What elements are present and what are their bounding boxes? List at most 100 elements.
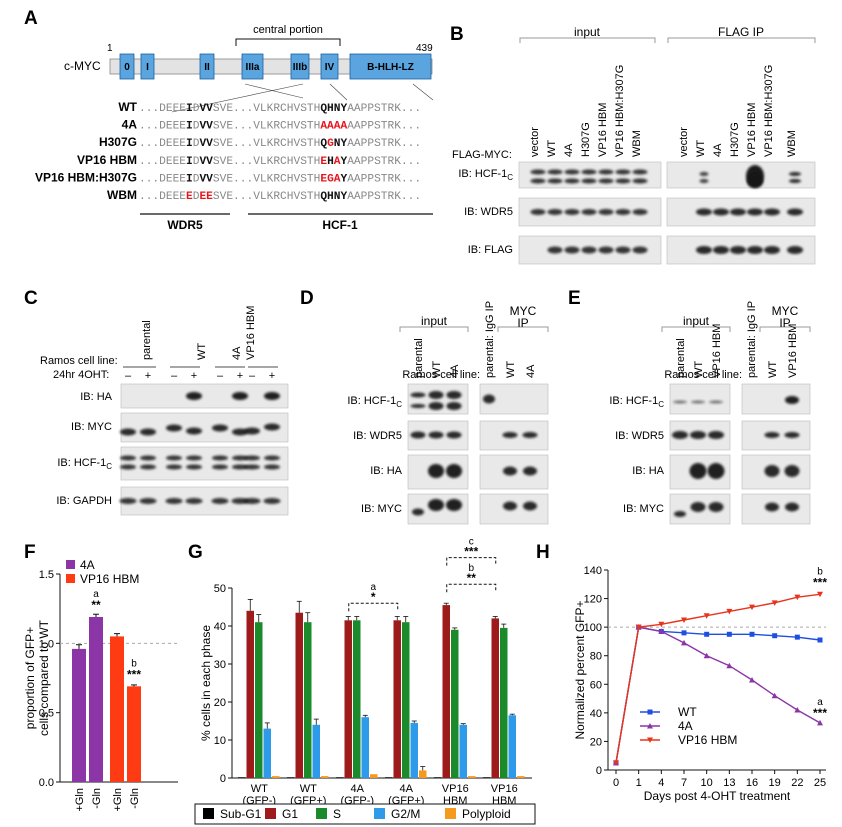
band [707, 463, 725, 479]
y-tick-label: 80 [590, 651, 602, 663]
bar [263, 728, 271, 778]
domain-label: II [204, 62, 210, 73]
lane-label: parental [675, 338, 687, 378]
sequence-row: ...DEEEIDVVSVE...VLKRCHVSTHQHNYAAPPSTRK.… [139, 103, 421, 115]
group-label: WT [251, 783, 268, 795]
band [598, 246, 614, 254]
legend-swatch [316, 808, 327, 819]
band [709, 400, 723, 404]
band [530, 209, 546, 215]
band [708, 502, 724, 512]
lane-label: VP16 HBM [711, 324, 723, 378]
band [564, 209, 580, 215]
myc-ip-header: MYC [510, 304, 537, 318]
band [120, 455, 136, 461]
significance-bracket [348, 602, 399, 612]
oht-sign: + [269, 370, 275, 382]
band [522, 432, 538, 438]
data-point [681, 630, 687, 636]
domain-box [199, 53, 215, 80]
band [564, 169, 580, 175]
lane-label: VP16 HBM [746, 103, 758, 157]
y-tick-label: 140 [584, 565, 602, 577]
band [785, 396, 799, 404]
input-header: input [683, 314, 710, 328]
band [428, 402, 444, 410]
flag-ip-header: FLAG IP [718, 25, 764, 39]
data-point [749, 631, 755, 637]
data-point [817, 591, 823, 598]
y-tick-label: 0 [220, 773, 226, 785]
y-tick-label: 100 [584, 622, 602, 634]
data-point [771, 600, 778, 606]
band [410, 392, 426, 398]
blot-input [518, 161, 662, 189]
band [165, 498, 183, 504]
legend-label: WT [678, 705, 697, 719]
significance-letter: b [468, 563, 474, 574]
category-label: -Gln [91, 788, 103, 809]
bar [272, 776, 280, 778]
band [787, 208, 803, 216]
y-tick-label: 40 [590, 708, 602, 720]
blot [120, 383, 289, 409]
blot-label-hcf1: IB: HCF-1C [57, 457, 112, 471]
data-point [635, 624, 642, 631]
band [523, 501, 537, 511]
legend-label: Sub-G1 [220, 807, 262, 821]
band [483, 394, 495, 404]
panel-label-d: D [300, 288, 314, 309]
blot-label-gapdh: IB: GAPDH [56, 495, 112, 507]
band [244, 464, 260, 470]
panel-b: input FLAG IP FLAG-MYC: vector WT 4A H307G V… [452, 25, 816, 265]
significance-letter: b [131, 658, 137, 669]
y-axis-label: proportion of GFP+ [23, 627, 37, 729]
x-tick-label: 13 [723, 777, 735, 789]
panel-c-blots: IB: HA IB: MYC IB: HCF-1C IB: GAPDH [56, 383, 289, 516]
band [428, 391, 444, 399]
blot [120, 412, 289, 443]
lane-label: 4A [563, 143, 575, 157]
band [232, 455, 248, 461]
band [446, 431, 462, 439]
band [244, 427, 260, 435]
band [699, 179, 709, 183]
band [212, 424, 228, 432]
significance-bracket [446, 583, 497, 593]
band [231, 498, 249, 504]
band [120, 464, 136, 470]
band [412, 508, 424, 516]
data-point [772, 633, 778, 639]
y-tick-label: 40 [214, 621, 226, 633]
data-point [704, 631, 710, 637]
panel-label-a: A [24, 8, 38, 29]
bar [89, 616, 103, 782]
y-tick-label: 0 [596, 765, 602, 777]
domain-label: I [146, 62, 149, 73]
domain-label: B-HLH-LZ [367, 62, 414, 73]
bar [246, 610, 254, 778]
band [564, 246, 580, 254]
band [185, 498, 203, 504]
data-point [658, 628, 665, 634]
legend-label: 4A [80, 558, 95, 572]
series-line [615, 593, 821, 763]
panel-h-chart: 0 20 40 60 80 100 120 140 0 1 4 7 10 13 16 19 22 25 Normal… [573, 565, 827, 803]
blot-input [669, 383, 731, 415]
lane-label: parental: IgG IP [746, 301, 758, 378]
bar [361, 717, 369, 778]
band [446, 402, 462, 410]
lane-label: WT [431, 361, 443, 378]
lane-label: WT [695, 140, 707, 157]
domain-box [290, 53, 310, 80]
ramos-label: Ramos cell line: [402, 369, 480, 381]
band [581, 246, 597, 254]
y-tick-label: 120 [584, 594, 602, 606]
band [264, 455, 280, 461]
band [186, 392, 202, 400]
legend-label: G2/M [391, 807, 420, 821]
blot-label-flag: IB: FLAG [468, 244, 513, 256]
bar [508, 715, 516, 778]
